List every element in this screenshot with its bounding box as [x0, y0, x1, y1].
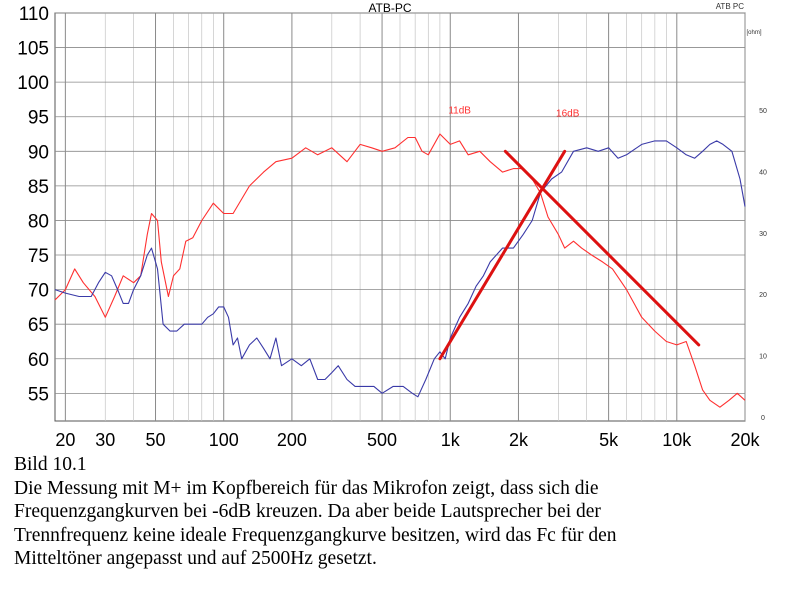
figure-caption: Bild 10.1 Die Messung mit M+ im Kopfbere… — [14, 453, 794, 571]
series-line-2 — [54, 140, 746, 398]
y-tick-label: 85 — [28, 177, 49, 198]
caption-line-1: Die Messung mit M+ im Kopfbereich für da… — [14, 477, 599, 499]
annotations: 11dB 16dB — [448, 105, 579, 119]
y2-tick-label: 30 — [759, 231, 767, 238]
caption-line-2: Frequenzgangkurven bei -6dB kreuzen. Da … — [14, 501, 601, 522]
y-tick-label: 105 — [17, 39, 49, 60]
annotation-label: 16dB — [556, 109, 580, 120]
caption-label: Bild 10.1 — [14, 454, 87, 475]
trend-lines — [438, 149, 701, 361]
x-tick-label: 5k — [599, 430, 619, 450]
y-tick-label: 70 — [28, 281, 49, 302]
y-tick-label: 55 — [28, 384, 49, 405]
x-tick-label: 200 — [277, 430, 307, 450]
caption-line-3: Trennfrequenz keine ideale Frequenzgangk… — [14, 524, 617, 546]
x-tick-label: 50 — [146, 430, 166, 450]
y-tick-label: 90 — [28, 142, 49, 163]
y-tick-label: 60 — [28, 350, 49, 371]
y-tick-label: 80 — [28, 211, 49, 232]
x-tick-label: 2k — [509, 430, 529, 450]
y-tick-label: 100 — [17, 73, 49, 94]
x-tick-label: 1k — [441, 430, 461, 450]
x-tick-label: 20 — [55, 430, 75, 450]
grid — [55, 12, 746, 421]
x-tick-label: 10k — [662, 430, 692, 450]
y2-tick-label: 10 — [759, 354, 767, 361]
annotation-label: 11dB — [448, 105, 471, 116]
frequency-response-chart: 11dB 16dB 20 30 50 100 200 500 1k 2k 5k 10k 20k5560… — [17, 1, 767, 450]
x-tick-label: 20k — [730, 430, 760, 450]
caption-line-4: Mitteltöner angepasst und auf 2500Hz ges… — [14, 548, 377, 569]
y-tick-label: 75 — [28, 246, 49, 267]
x-tick-label: 30 — [95, 430, 115, 450]
series-layer — [54, 133, 746, 408]
y2-tick-label: 20 — [759, 292, 767, 299]
chart-title: ATB-PC — [368, 1, 411, 15]
x-tick-label: 500 — [367, 430, 397, 450]
series-line-1 — [54, 133, 746, 408]
trend-line-2 — [503, 149, 701, 347]
y2-unit-label: [ohm] — [746, 30, 761, 36]
y-tick-label: 65 — [28, 315, 49, 336]
y-tick-label: 110 — [19, 4, 49, 25]
x-tick-label: 100 — [209, 430, 239, 450]
y2-tick-label: 0 — [761, 415, 765, 422]
y2-tick-label: 50 — [759, 108, 767, 115]
y2-tick-label: 40 — [759, 169, 767, 176]
y-tick-label: 95 — [28, 108, 49, 129]
top-right-label: ATB PC — [716, 2, 745, 11]
trend-line-1 — [438, 149, 567, 361]
tick-labels: 20 30 50 100 200 500 1k 2k 5k 10k 20k5560657075808… — [17, 4, 767, 450]
